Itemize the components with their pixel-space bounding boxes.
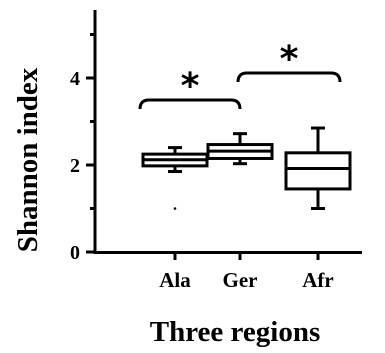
- y-tick-label: 0: [70, 242, 80, 264]
- box-afr: [284, 126, 352, 210]
- box-ger: [206, 132, 274, 166]
- y-tick-label: 2: [70, 155, 80, 177]
- x-tick-label: Ala: [159, 268, 191, 292]
- x-tick-label: Ger: [223, 268, 258, 292]
- box-ala: [141, 146, 209, 210]
- y-ticks: 0 2 4: [70, 33, 95, 264]
- y-tick-label: 4: [70, 68, 80, 90]
- significance-bracket: [138, 98, 242, 110]
- significance-brackets: **: [138, 39, 342, 110]
- x-category-labels: Ala Ger Afr: [159, 252, 334, 292]
- boxes: [141, 126, 352, 210]
- box-rect: [284, 151, 352, 191]
- x-axis-title: Three regions: [150, 316, 321, 348]
- y-axis-title: Shannon index: [12, 67, 44, 252]
- significance-bracket: [236, 71, 342, 83]
- significance-star: *: [280, 39, 299, 80]
- x-tick-label: Afr: [302, 268, 333, 292]
- significance-star: *: [181, 66, 200, 107]
- outlier-point: [173, 207, 177, 210]
